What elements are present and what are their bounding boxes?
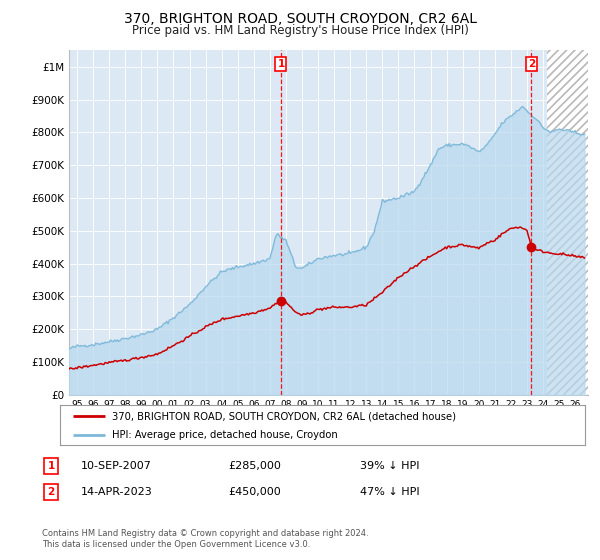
Text: 370, BRIGHTON ROAD, SOUTH CROYDON, CR2 6AL: 370, BRIGHTON ROAD, SOUTH CROYDON, CR2 6… bbox=[124, 12, 476, 26]
Text: 2: 2 bbox=[528, 59, 535, 69]
Text: 1: 1 bbox=[277, 59, 284, 69]
Text: HPI: Average price, detached house, Croydon: HPI: Average price, detached house, Croy… bbox=[113, 430, 338, 440]
Text: 370, BRIGHTON ROAD, SOUTH CROYDON, CR2 6AL (detached house): 370, BRIGHTON ROAD, SOUTH CROYDON, CR2 6… bbox=[113, 411, 457, 421]
Text: 14-APR-2023: 14-APR-2023 bbox=[81, 487, 153, 497]
Bar bbox=[547, 50, 588, 395]
Text: 39% ↓ HPI: 39% ↓ HPI bbox=[360, 461, 419, 471]
Text: 2: 2 bbox=[47, 487, 55, 497]
Text: 1: 1 bbox=[47, 461, 55, 471]
Text: 10-SEP-2007: 10-SEP-2007 bbox=[81, 461, 152, 471]
Text: Price paid vs. HM Land Registry's House Price Index (HPI): Price paid vs. HM Land Registry's House … bbox=[131, 24, 469, 36]
Text: 47% ↓ HPI: 47% ↓ HPI bbox=[360, 487, 419, 497]
Text: £450,000: £450,000 bbox=[228, 487, 281, 497]
Text: £285,000: £285,000 bbox=[228, 461, 281, 471]
Bar bbox=[547, 50, 588, 395]
Text: Contains HM Land Registry data © Crown copyright and database right 2024.
This d: Contains HM Land Registry data © Crown c… bbox=[42, 529, 368, 549]
